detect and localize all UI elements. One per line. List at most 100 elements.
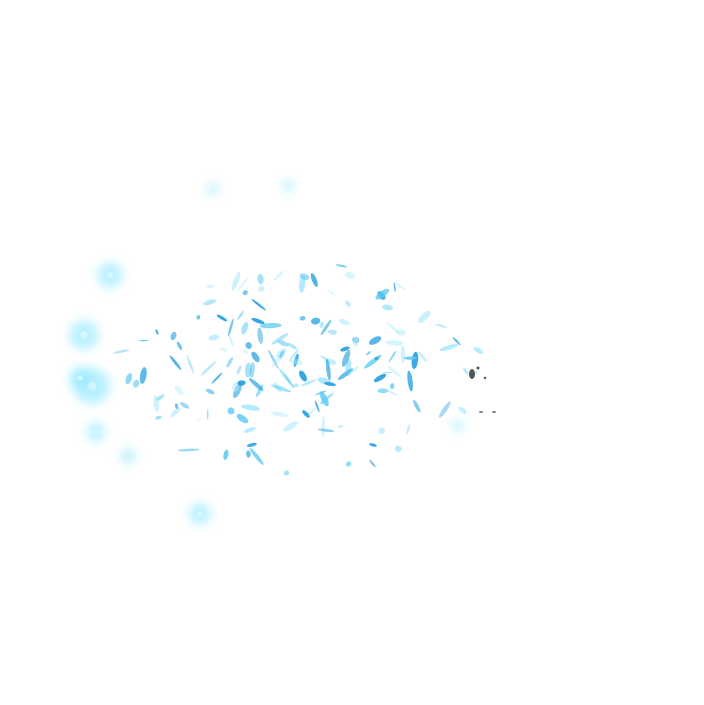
droplet-particle xyxy=(246,442,257,448)
droplet-particle xyxy=(417,351,428,363)
droplet-particle xyxy=(249,362,255,379)
droplet-particle xyxy=(279,350,284,359)
droplet-particle xyxy=(226,356,234,368)
droplet-particle xyxy=(317,428,335,432)
droplet-particle xyxy=(273,270,285,281)
droplet-particle xyxy=(395,329,407,336)
droplet-particle xyxy=(338,318,350,326)
droplet-particle xyxy=(400,345,406,363)
droplet-particle xyxy=(319,391,329,407)
droplet-particle xyxy=(320,355,328,360)
droplet-particle xyxy=(219,347,228,352)
droplet-particle xyxy=(203,299,217,306)
droplet-particle xyxy=(156,394,165,401)
droplet-particle xyxy=(241,404,260,411)
droplet-particle xyxy=(321,415,325,438)
droplet-particle xyxy=(249,448,264,465)
droplet-particle xyxy=(325,358,331,381)
glow-sparkles xyxy=(69,180,464,525)
droplet-particle xyxy=(245,342,252,349)
droplet-particle xyxy=(363,354,382,369)
droplet-particle xyxy=(292,383,299,388)
droplet-particle xyxy=(394,445,402,452)
droplet-particle xyxy=(174,385,184,396)
droplet-particle xyxy=(246,450,251,458)
droplet-particle xyxy=(438,401,451,418)
droplet-particle xyxy=(155,329,159,335)
droplet-particle xyxy=(458,406,467,414)
droplet-particle xyxy=(463,367,469,375)
droplet-particle xyxy=(403,356,418,360)
droplet-particle xyxy=(196,418,203,421)
droplet-particle xyxy=(248,378,264,391)
droplet-particle xyxy=(170,331,177,341)
droplet-particle xyxy=(283,470,290,476)
droplet-particle xyxy=(289,348,300,362)
sparkle-core xyxy=(211,187,215,191)
droplet-particle xyxy=(387,365,402,378)
droplet-particle xyxy=(435,323,447,328)
droplet-particle xyxy=(293,353,299,368)
droplet-particle-large xyxy=(369,443,377,447)
droplet-particle xyxy=(270,411,288,417)
droplet-particle xyxy=(439,343,459,352)
droplet-particle xyxy=(196,315,201,320)
droplet-particle xyxy=(227,407,235,415)
droplet-particle xyxy=(205,388,215,395)
dark-fleck xyxy=(483,376,487,380)
droplet-particles xyxy=(113,264,484,476)
droplet-particle xyxy=(206,408,209,421)
droplet-particle xyxy=(237,276,250,292)
droplet-particle-large xyxy=(251,317,265,325)
droplet-particle xyxy=(381,304,394,311)
droplet-particle xyxy=(174,403,179,410)
droplet-particle xyxy=(327,288,336,297)
droplet-particle xyxy=(271,384,292,393)
droplet-particle xyxy=(227,318,234,337)
droplet-particle xyxy=(237,310,245,320)
droplet-particle xyxy=(369,459,376,468)
droplet-particle-large xyxy=(299,370,307,382)
droplet-particle xyxy=(228,333,234,347)
dark-flecks xyxy=(469,366,496,413)
droplet-particle xyxy=(200,361,217,376)
droplet-particle xyxy=(177,448,200,452)
droplet-particle xyxy=(236,365,242,375)
droplet-particle-large xyxy=(340,346,350,352)
droplet-particle xyxy=(208,334,220,341)
droplet-particle xyxy=(320,319,332,336)
droplet-particle xyxy=(271,333,289,345)
droplet-particle xyxy=(341,349,351,367)
droplet-particle-large xyxy=(373,373,387,383)
droplet-particle xyxy=(186,355,195,374)
dark-fleck xyxy=(476,366,480,370)
droplet-particle xyxy=(257,273,264,285)
dark-fleck xyxy=(469,369,475,379)
droplet-particle xyxy=(473,347,484,354)
droplet-particle xyxy=(113,349,130,354)
droplet-particle xyxy=(244,362,252,378)
droplet-particle xyxy=(475,370,478,375)
droplet-particle xyxy=(393,282,406,290)
sparkle-core xyxy=(80,331,88,339)
droplet-particle xyxy=(282,421,299,432)
droplet-particle xyxy=(155,415,162,420)
droplet-particle xyxy=(170,407,181,417)
droplet-particle xyxy=(223,449,229,460)
droplet-particle xyxy=(251,299,267,311)
droplet-particle xyxy=(180,402,190,409)
droplet-particle xyxy=(287,342,298,350)
sparkle-core xyxy=(456,424,460,428)
droplet-particle xyxy=(375,288,390,300)
droplet-particle xyxy=(406,424,411,435)
droplet-particle xyxy=(241,321,249,335)
droplet-particle xyxy=(243,427,256,433)
droplet-particle xyxy=(242,348,248,355)
droplet-particle xyxy=(259,322,282,329)
droplet-particle xyxy=(231,272,241,291)
droplet-particle xyxy=(344,300,351,308)
droplet-particle xyxy=(176,341,183,350)
droplet-particle xyxy=(301,379,317,386)
